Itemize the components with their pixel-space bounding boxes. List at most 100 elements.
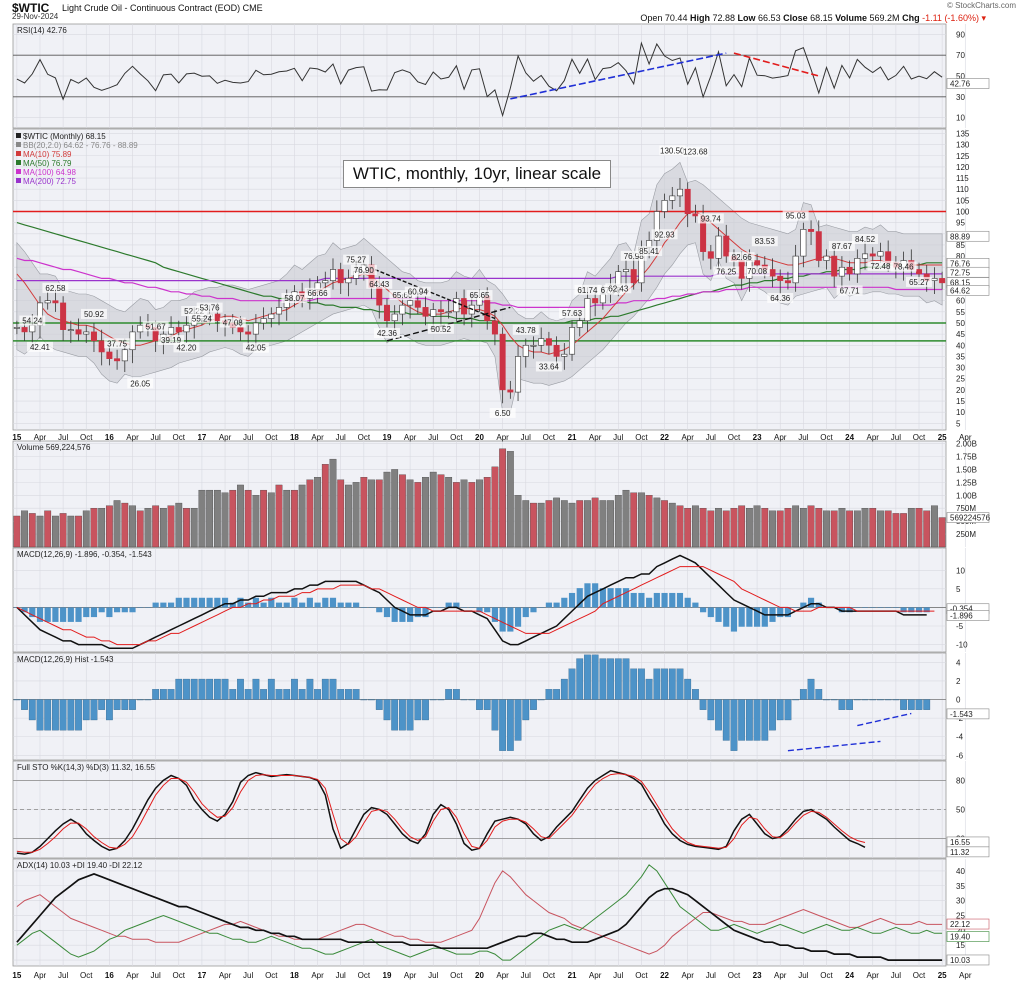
value-tag-label: -0.354 [950,605,973,614]
price-label-bg [890,261,917,272]
time-tick-Apr: Apr [589,971,602,980]
volume-bar [668,502,676,548]
macd-hist-bar [299,602,306,608]
volume-bar [237,484,244,548]
volume-bar [830,510,838,548]
candle [260,318,267,324]
time-tick-Jul: Jul [151,433,161,442]
candle [553,344,560,357]
price-label-bg [158,335,185,346]
high-label: High [689,13,710,23]
candle [784,280,791,284]
time-tick-Jul: Jul [891,971,901,980]
candle [769,269,776,277]
price-label-bg [713,266,740,277]
volume-bar [198,489,206,548]
candle [237,327,244,333]
candle [823,255,830,261]
macd-hist-bar [360,607,367,608]
macd-hist-bar [59,699,67,731]
macd-hist-bar [861,607,869,608]
axis-tick: 45 [956,330,965,339]
time-tick-Apr: Apr [126,971,139,980]
macd-hist-bar [291,678,298,700]
value-tag-label: 72.75 [950,268,971,277]
axis-tick: 50 [956,806,965,815]
candle [399,304,406,315]
macd-hist-bar [175,597,182,608]
candle [391,313,398,322]
time-tick-Jul: Jul [428,971,438,980]
macd-hist-bar [137,607,144,608]
macd-hist-bar [244,689,252,700]
macd-hist-bar [422,699,429,721]
time-tick-Jul: Jul [798,971,808,980]
volume-bar [607,500,614,548]
open-value: 70.44 [664,13,688,23]
price-label-bg [343,254,370,265]
value-tag-label: 42.76 [950,80,971,89]
macd-hist-bar [545,602,552,608]
price-label-bg [366,278,393,289]
candle [545,338,552,346]
price-label-bg [906,276,933,287]
macd-hist-bar [275,602,283,608]
axis-tick: 90 [956,30,965,39]
axis-tick: 80 [956,776,965,785]
candle [453,298,460,313]
macd-hist-bar [175,678,183,700]
macd-hist-bar [506,699,514,751]
volume-bar [576,500,584,548]
macd-hist-bar [892,607,899,608]
price-trendline [363,264,496,320]
time-tick-Apr: Apr [589,433,602,442]
macd-hist-bar [499,607,506,632]
volume-bar [291,489,298,548]
price-label: 42.41 [30,343,51,352]
time-tick-Apr: Apr [496,433,509,442]
down-arrow-icon: ▾ [981,13,986,23]
candle [815,231,822,261]
time-tick-Oct: Oct [265,433,278,442]
panel-legend: RSI(14) 42.76 [17,26,67,35]
volume-bar [105,505,113,548]
price-label: 65.27 [909,278,930,287]
volume-bar [275,484,283,548]
price-label-bg [751,236,778,247]
volume-bar [522,500,530,548]
macd-hist-bar [360,699,368,701]
macd-hist-bar [13,699,21,701]
candle [106,351,113,359]
value-tag-label: 19.40 [950,933,971,942]
price-label: 93.74 [701,214,722,223]
candle [754,260,761,266]
candle [653,211,660,241]
volume-bar [900,513,907,548]
volume-bar [368,479,375,548]
time-tick-Jul: Jul [891,433,901,442]
price-label: 62.58 [45,284,66,293]
macd-hist-bar [530,607,537,613]
macd-hist-bar [75,607,82,622]
axis-tick: 10 [956,408,965,417]
volume-bar [213,489,221,548]
volume-bar [468,482,476,548]
candle [808,229,815,232]
time-tick-Apr: Apr [774,433,787,442]
macd-hist-bar [183,678,190,700]
macd-hist-bar [592,583,599,608]
volume-bar [638,492,645,548]
price-label: 6.50 [495,409,511,418]
price-label-bg [389,290,416,301]
volume-bar [838,508,846,548]
macd-hist-bar [337,689,345,700]
macd-hist-bar [630,668,638,700]
time-tick-19: 19 [383,433,392,442]
description-text: Light Crude Oil - Continuous Contract (E… [62,3,241,13]
macd-hist-bar [260,689,267,700]
volume-bar [761,508,769,548]
sto-d-line [16,773,866,853]
macd-hist-bar [368,699,375,701]
candle [738,260,745,279]
